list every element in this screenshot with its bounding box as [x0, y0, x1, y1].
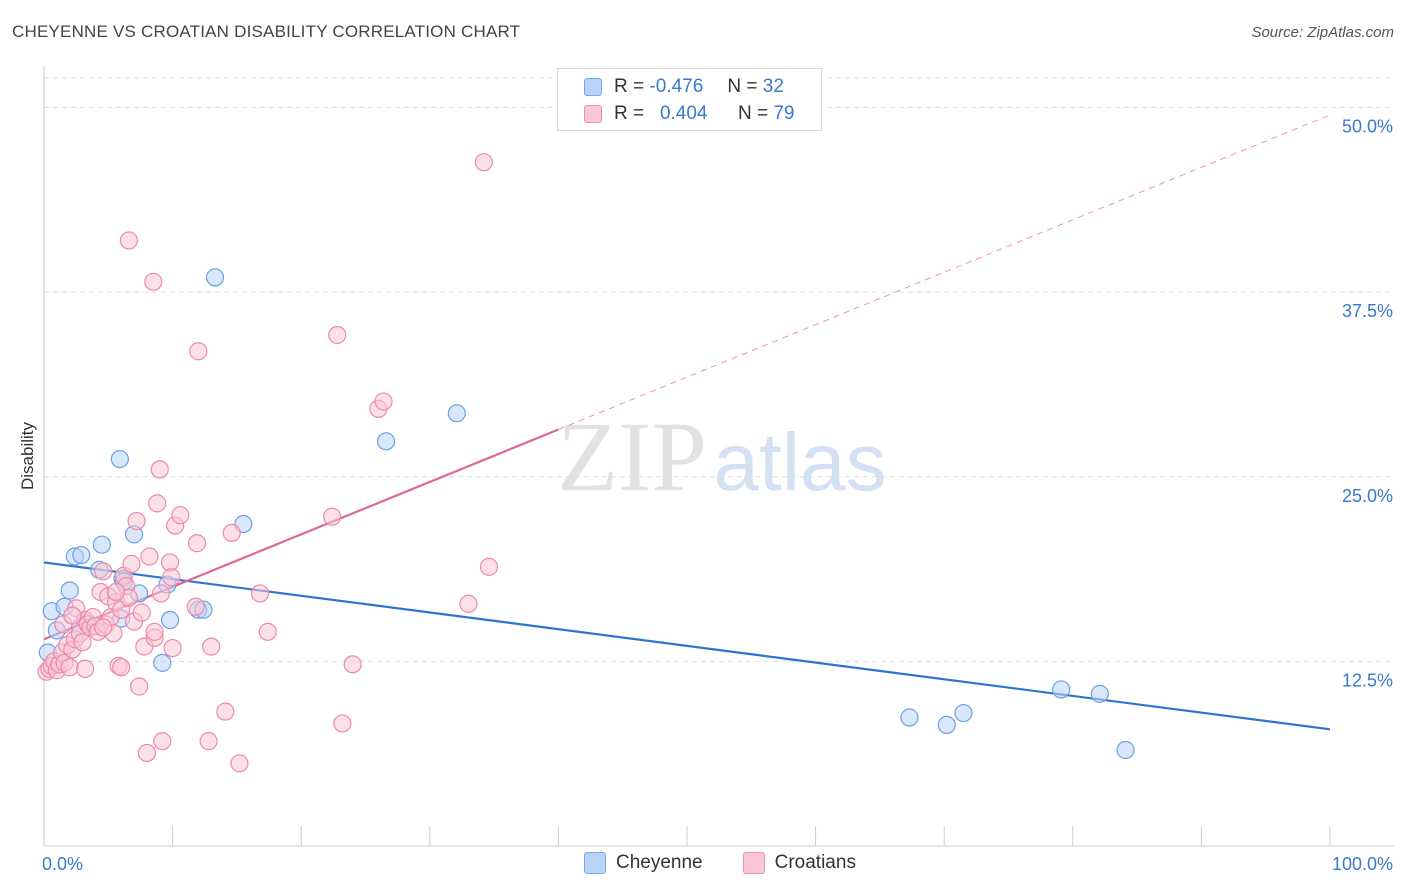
croatians-point	[374, 392, 393, 411]
croatians-swatch	[742, 852, 765, 874]
croatians-point	[479, 557, 499, 576]
croatians-point	[322, 507, 342, 526]
legend-r-label: R =	[614, 76, 645, 97]
legend-row-croatians: R = 0.404 N = 79	[584, 102, 794, 126]
legend-row-cheyenne: R = -0.476 N = 32	[584, 75, 784, 99]
croatians-point	[112, 658, 131, 677]
cheyenne-trend-line	[43, 561, 1331, 731]
cheyenne-point	[92, 535, 111, 554]
croatians-point	[186, 597, 205, 616]
croatians-point	[60, 658, 79, 677]
legend-r-label: R =	[614, 103, 645, 124]
legend-label-cheyenne: Cheyenne	[616, 852, 703, 873]
legend-n-label: N =	[727, 76, 758, 97]
croatians-point	[328, 325, 347, 345]
croatians-point	[343, 655, 362, 674]
croatians-point	[151, 584, 171, 603]
croatians-point	[132, 603, 151, 622]
cheyenne-point	[954, 703, 973, 723]
cheyenne-swatch	[584, 852, 606, 874]
cheyenne-point	[1116, 740, 1135, 760]
watermark-atlas: atlas	[713, 417, 886, 508]
croatians-point	[162, 568, 181, 587]
croatians-trend-extension	[558, 114, 1331, 430]
croatians-point	[106, 582, 126, 602]
croatians-point	[258, 622, 277, 641]
croatians-point	[94, 618, 113, 637]
croatians-point	[145, 622, 164, 641]
croatians-point	[222, 523, 241, 542]
croatians-point	[148, 494, 167, 513]
croatians-point	[163, 638, 182, 658]
cheyenne-point	[376, 432, 396, 451]
y-tick-label: 50.0%	[1342, 117, 1393, 137]
cheyenne-point	[153, 653, 172, 672]
grid-layer	[44, 77, 1394, 662]
croatians-point	[137, 743, 156, 763]
source-label: Source: ZipAtlas.com	[1251, 24, 1394, 41]
croatians-point	[333, 714, 352, 733]
y-axis-label: Disability	[18, 421, 37, 490]
legend-item-cheyenne: Cheyenne	[584, 852, 703, 874]
legend-r-value: 0.404	[659, 103, 708, 124]
cheyenne-point	[1052, 680, 1071, 699]
y-tick-label: 25.0%	[1342, 486, 1393, 506]
croatians-point	[189, 342, 208, 361]
points-layer	[37, 153, 1135, 773]
croatians-point	[73, 633, 92, 652]
chart-title: CHEYENNE VS CROATIAN DISABILITY CORRELAT…	[12, 22, 521, 41]
labels-layer: 12.5% 25.0% 37.5% 50.0% 0.0% 100.0% Disability	[18, 117, 1393, 874]
x-tick-label-min: 0.0%	[42, 854, 83, 874]
croatians-point	[230, 754, 249, 773]
croatians-point	[140, 547, 159, 566]
cheyenne-point	[160, 610, 180, 630]
legend-n-label: N =	[737, 103, 769, 124]
croatians-point	[130, 677, 149, 696]
cheyenne-points	[38, 268, 1135, 760]
y-tick-label: 37.5%	[1342, 301, 1393, 321]
legend-n-value: 32	[762, 76, 784, 97]
cheyenne-point	[110, 449, 129, 469]
croatians-point	[474, 153, 493, 172]
legend-item-croatians: Croatians	[742, 852, 856, 874]
series-legend: Cheyenne Croatians	[584, 852, 896, 874]
croatians-point	[199, 732, 218, 751]
croatians-point	[187, 534, 207, 553]
cheyenne-point	[60, 581, 79, 600]
croatians-point	[202, 637, 221, 656]
x-tick-label-max: 100.0%	[1332, 854, 1393, 874]
croatians-point	[150, 460, 169, 479]
croatians-point	[119, 231, 138, 250]
croatians-point	[250, 584, 270, 603]
croatians-points	[37, 153, 499, 773]
croatians-point	[127, 511, 146, 531]
cheyenne-point	[900, 708, 919, 727]
legend-label-croatians: Croatians	[774, 852, 856, 873]
cheyenne-point	[205, 268, 225, 287]
cheyenne-point	[937, 715, 956, 734]
cheyenne-point	[72, 545, 91, 565]
axes-layer	[43, 66, 1394, 847]
cheyenne-swatch	[584, 78, 602, 96]
croatians-point	[144, 272, 163, 291]
croatians-point	[63, 606, 82, 625]
watermark: ZIP atlas	[557, 401, 887, 512]
croatians-point	[153, 732, 172, 751]
croatians-point	[216, 702, 235, 721]
croatians-swatch	[584, 105, 602, 123]
croatians-point	[459, 594, 478, 613]
croatians-point	[94, 562, 113, 581]
legend-r-value: -0.476	[649, 76, 704, 97]
stats-legend: R = -0.476 N = 32 R = 0.404 N = 79	[557, 68, 822, 131]
cheyenne-point	[1090, 684, 1109, 703]
cheyenne-point	[447, 404, 466, 423]
legend-n-value: 79	[773, 103, 795, 124]
croatians-point	[122, 554, 141, 574]
croatians-point	[76, 659, 95, 678]
y-tick-label: 12.5%	[1342, 670, 1393, 690]
watermark-zip: ZIP	[557, 401, 707, 512]
croatians-point	[171, 506, 190, 525]
